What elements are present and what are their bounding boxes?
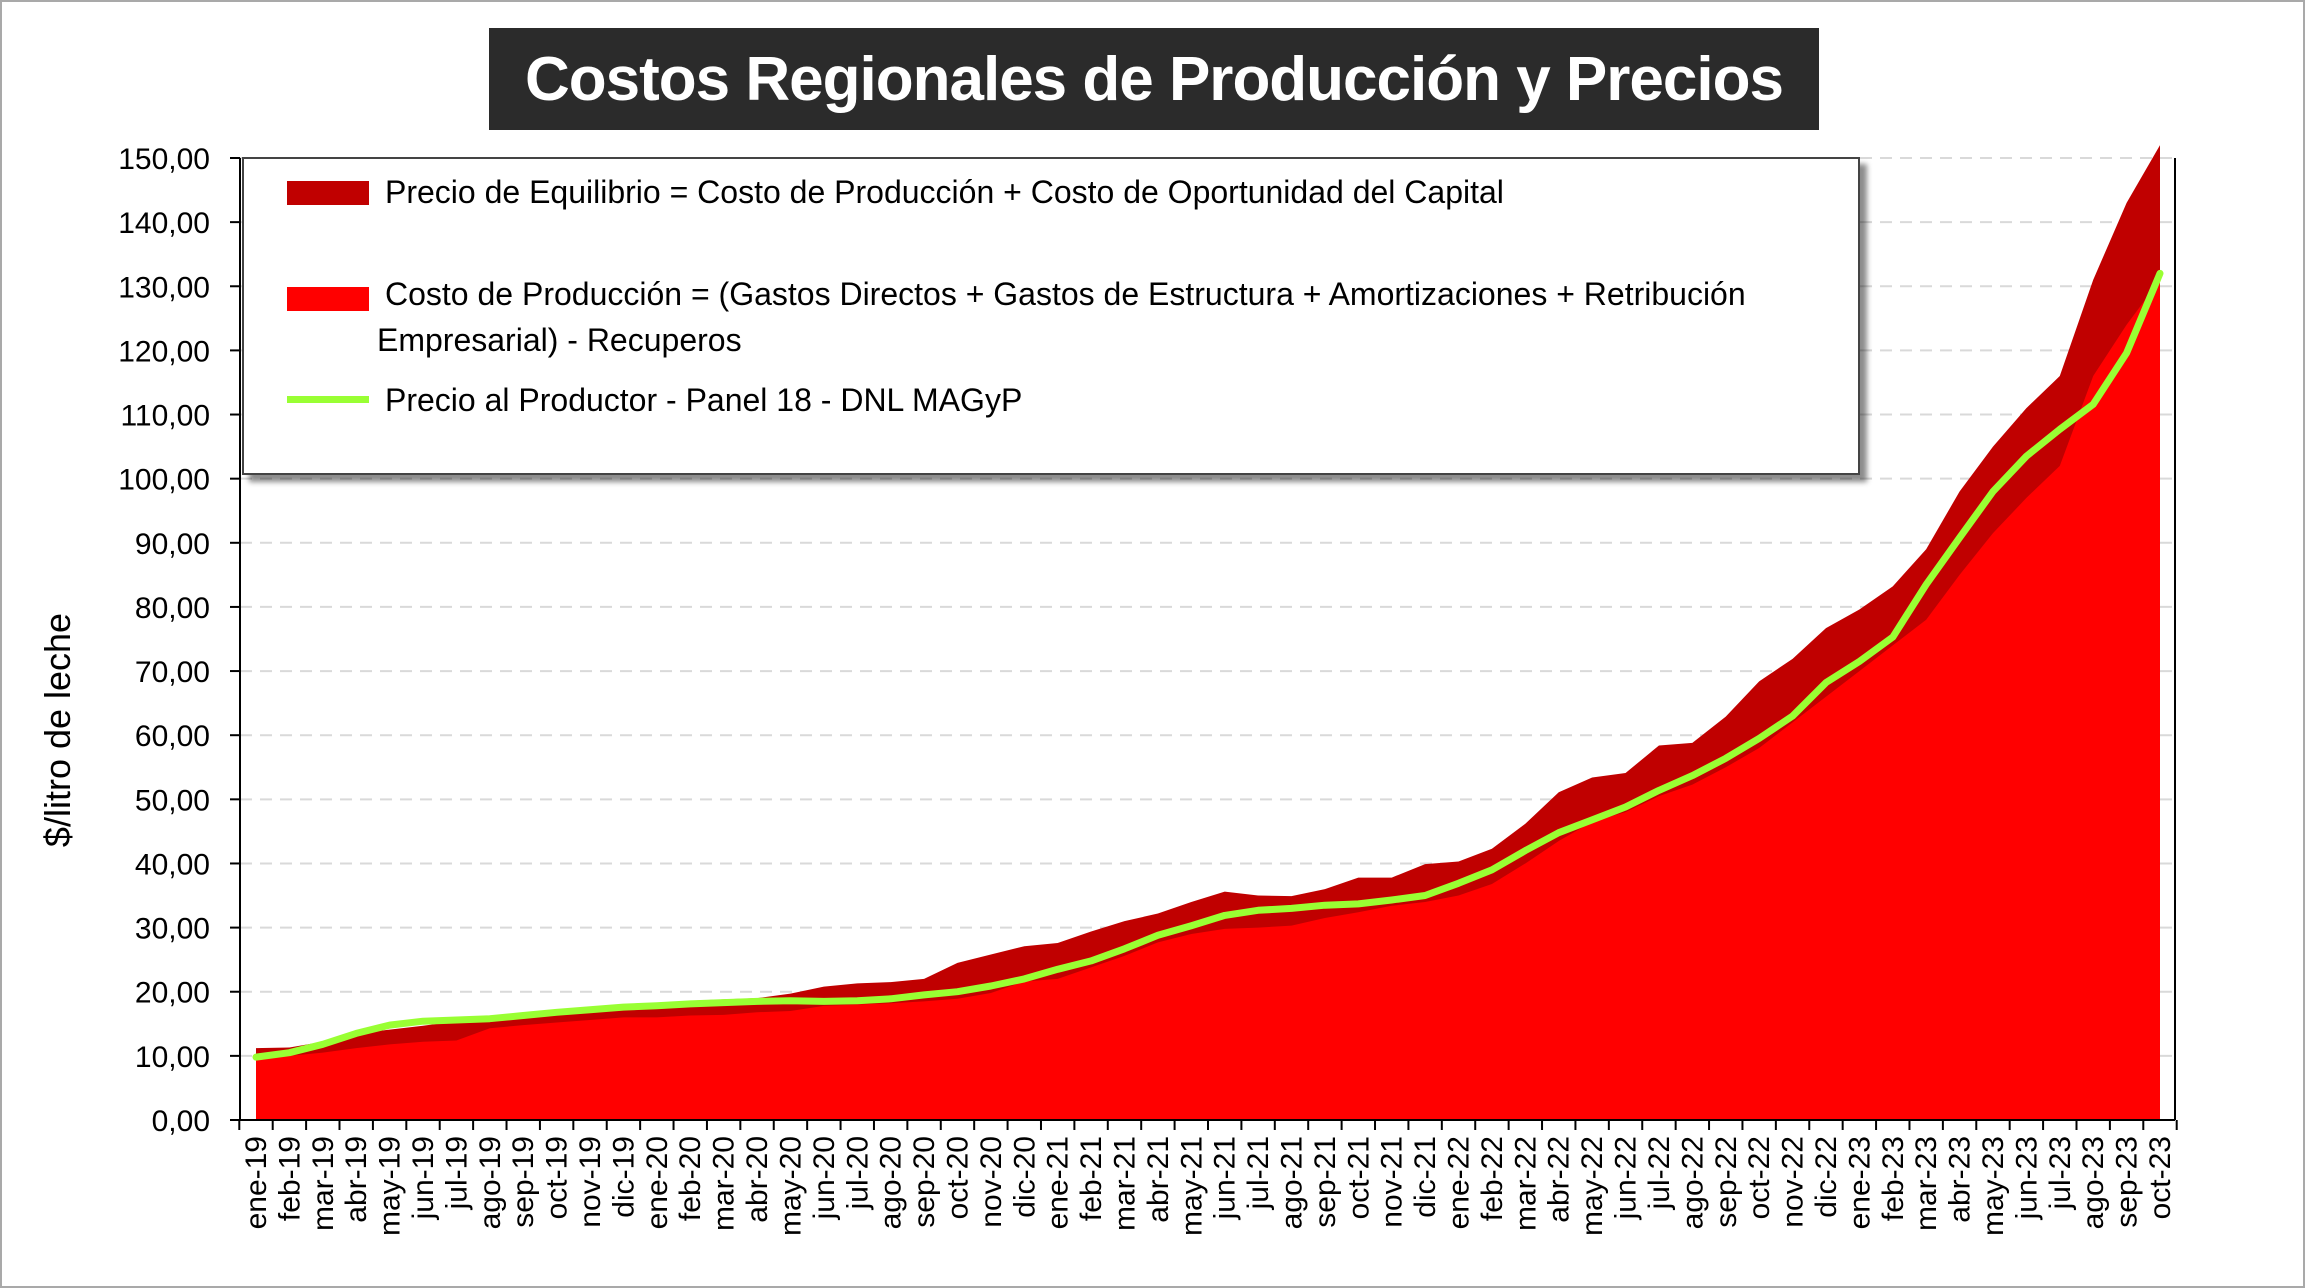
x-tick-label: nov-19 — [574, 1136, 607, 1228]
x-tick-label: feb-20 — [674, 1136, 707, 1221]
x-tick-label: ene-21 — [1042, 1136, 1075, 1229]
y-tick-label: 100,00 — [118, 464, 210, 497]
y-tick-label: 80,00 — [135, 592, 210, 625]
y-tick-label: 130,00 — [118, 271, 210, 304]
y-tick-label: 70,00 — [135, 656, 210, 689]
y-tick-label: 150,00 — [118, 143, 210, 176]
y-tick-label: 0,00 — [152, 1105, 210, 1138]
x-tick-label: jul-23 — [2044, 1136, 2077, 1210]
y-tick-label: 140,00 — [118, 207, 210, 240]
axes — [230, 157, 2178, 1130]
x-tick-label: ago-22 — [1676, 1136, 1709, 1229]
x-tick-label: jul-21 — [1242, 1136, 1275, 1210]
x-tick-label: jul-20 — [841, 1136, 874, 1210]
x-tick-label: ene-20 — [641, 1136, 674, 1229]
x-tick-label: abr-19 — [340, 1136, 373, 1223]
x-tick-label: abr-20 — [741, 1136, 774, 1223]
x-tick-label: jun-23 — [2010, 1136, 2043, 1220]
x-tick-label: ene-23 — [1843, 1136, 1876, 1229]
x-tick-label: sep-23 — [2111, 1136, 2144, 1228]
legend-swatch-equilibrium — [287, 181, 369, 205]
x-tick-label: mar-21 — [1108, 1136, 1141, 1231]
area-layers — [256, 145, 2160, 1120]
x-tick-label: feb-21 — [1075, 1136, 1108, 1221]
legend-label-producer-price: Precio al Productor - Panel 18 - DNL MAG… — [385, 382, 1023, 418]
x-tick-label: oct-20 — [941, 1136, 974, 1219]
x-tick-label: ago-19 — [474, 1136, 507, 1229]
x-tick-label: oct-21 — [1342, 1136, 1375, 1219]
chart-title: Costos Regionales de Producción y Precio… — [525, 44, 1784, 114]
y-tick-label: 60,00 — [135, 720, 210, 753]
y-tick-label: 30,00 — [135, 913, 210, 946]
x-tick-label: nov-21 — [1376, 1136, 1409, 1228]
x-tick-label: may-23 — [1977, 1136, 2010, 1236]
x-tick-label: dic-19 — [607, 1136, 640, 1218]
x-tick-label: dic-20 — [1008, 1136, 1041, 1218]
x-tick-label: feb-23 — [1877, 1136, 1910, 1221]
producer-price-line — [252, 269, 2164, 1061]
x-tick-label: oct-23 — [2144, 1136, 2177, 1219]
y-tick-label: 50,00 — [135, 784, 210, 817]
legend-swatch-producer-price — [287, 396, 369, 403]
x-tick-label: ene-19 — [240, 1136, 273, 1229]
legend-label-equilibrium: Precio de Equilibrio = Costo de Producci… — [385, 174, 1504, 210]
x-tick-label: sep-21 — [1309, 1136, 1342, 1228]
x-tick-label: may-21 — [1175, 1136, 1208, 1236]
x-tick-label: ago-20 — [875, 1136, 908, 1229]
legend: Precio de Equilibrio = Costo de Producci… — [242, 157, 1860, 475]
x-tick-label: may-22 — [1576, 1136, 1609, 1236]
legend-swatch-production-cost — [287, 287, 369, 311]
x-tick-label: mar-22 — [1509, 1136, 1542, 1231]
y-tick-label: 90,00 — [135, 528, 210, 561]
y-axis-label: $/litro de leche — [37, 613, 78, 847]
x-tick-label: dic-22 — [1810, 1136, 1843, 1218]
y-tick-label: 10,00 — [135, 1041, 210, 1074]
chart-title-box: Costos Regionales de Producción y Precio… — [489, 28, 1819, 130]
x-tick-label: dic-21 — [1409, 1136, 1442, 1218]
x-tick-label: may-20 — [774, 1136, 807, 1236]
price-line-layer — [252, 269, 2164, 1061]
x-tick-label: mar-20 — [708, 1136, 741, 1231]
x-tick-label: feb-19 — [273, 1136, 306, 1221]
area-production-cost — [256, 279, 2160, 1120]
x-tick-label: jul-19 — [440, 1136, 473, 1210]
x-tick-label: nov-22 — [1777, 1136, 1810, 1228]
x-tick-label: abr-21 — [1142, 1136, 1175, 1223]
x-tick-label: mar-23 — [1910, 1136, 1943, 1231]
x-tick-labels: ene-19 feb-19 mar-19 abr-19 may-19 jun-19 jul-… — [240, 1136, 2177, 1236]
x-tick-label: abr-23 — [1944, 1136, 1977, 1223]
x-tick-label: abr-22 — [1543, 1136, 1576, 1223]
x-tick-label: jun-22 — [1610, 1136, 1643, 1220]
x-tick-label: jun-20 — [808, 1136, 841, 1220]
y-tick-label: 20,00 — [135, 977, 210, 1010]
x-tick-label: sep-19 — [507, 1136, 540, 1228]
x-tick-label: sep-22 — [1710, 1136, 1743, 1228]
x-tick-label: oct-19 — [541, 1136, 574, 1219]
x-tick-label: jun-21 — [1209, 1136, 1242, 1220]
y-tick-labels: 0,00 10,00 20,00 30,00 40,00 50,00 60,00 70,00 8… — [118, 143, 210, 1138]
x-tick-label: feb-22 — [1476, 1136, 1509, 1221]
x-tick-label: sep-20 — [908, 1136, 941, 1228]
x-tick-label: may-19 — [374, 1136, 407, 1236]
y-tick-label: 120,00 — [118, 335, 210, 368]
x-tick-label: ene-22 — [1443, 1136, 1476, 1229]
x-tick-label: nov-20 — [975, 1136, 1008, 1228]
x-tick-label: jun-19 — [407, 1136, 440, 1220]
x-tick-label: ago-23 — [2077, 1136, 2110, 1229]
x-tick-label: oct-22 — [1743, 1136, 1776, 1219]
legend-label-production-cost: Costo de Producción = (Gastos Directos +… — [377, 276, 1746, 358]
x-tick-label: jul-22 — [1643, 1136, 1676, 1210]
x-tick-label: ago-21 — [1276, 1136, 1309, 1229]
y-tick-label: 40,00 — [135, 848, 210, 881]
x-tick-label: mar-19 — [307, 1136, 340, 1231]
y-tick-label: 110,00 — [120, 400, 210, 433]
